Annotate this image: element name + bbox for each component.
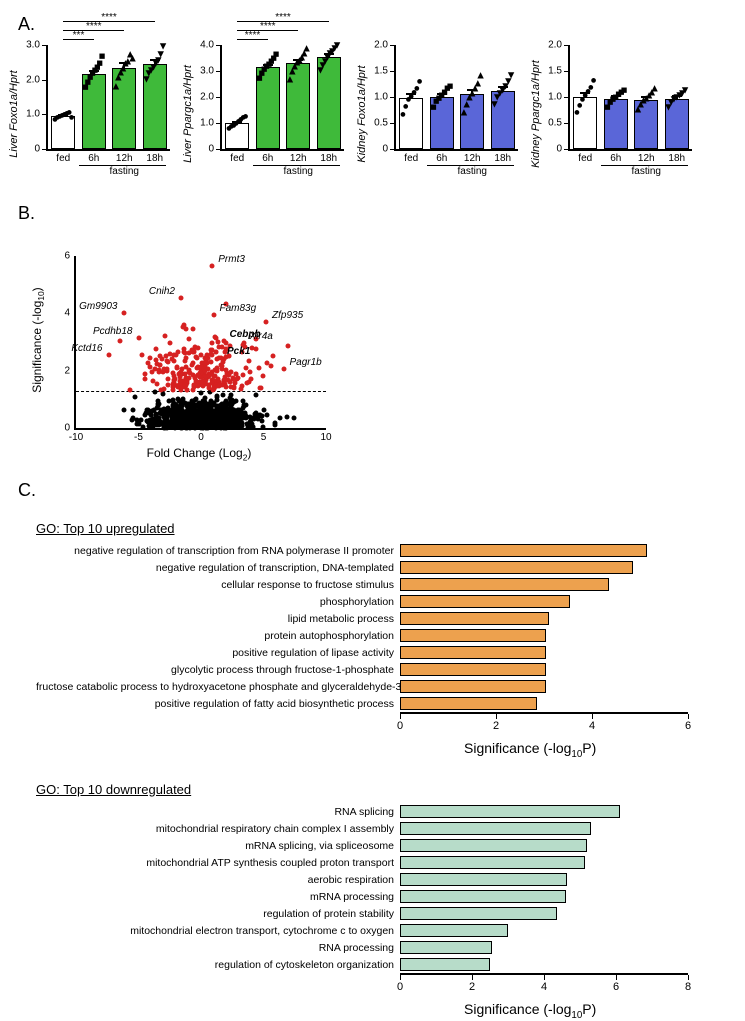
panel-c-label: C. [18, 480, 727, 501]
panel-b-label: B. [18, 203, 727, 224]
volcano-ylabel: Significance (-log10) [30, 287, 46, 392]
volcano-xlabel: Fold Change (Log2) [74, 446, 324, 462]
panel-a-label: A. [18, 14, 727, 35]
panel-a-charts: Liver Foxo1a/Hprt01.02.03.0●●●●●●●●fed■■… [18, 39, 727, 189]
panel-c: GO: Top 10 upregulatednegative regulatio… [18, 521, 727, 1003]
volcano-plot: Significance (-log10) -10-505100246Prmt3… [28, 250, 348, 470]
